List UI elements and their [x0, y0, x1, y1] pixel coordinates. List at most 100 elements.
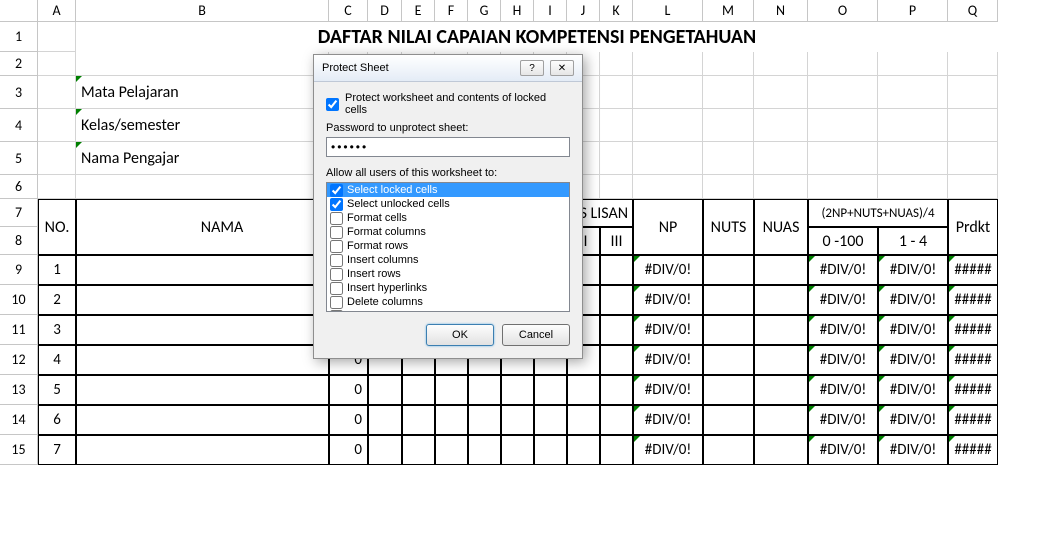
table-cell-calc[interactable]: #DIV/0! [878, 315, 948, 345]
permission-option[interactable]: Format cells [327, 211, 569, 225]
permission-option[interactable]: Delete rows [327, 309, 569, 312]
cell[interactable] [633, 109, 703, 142]
table-cell-no[interactable]: 2 [38, 285, 76, 315]
table-cell-np[interactable]: #DIV/0! [633, 315, 703, 345]
table-cell[interactable] [468, 405, 501, 435]
table-cell-calc[interactable]: #DIV/0! [878, 345, 948, 375]
table-cell[interactable] [600, 345, 633, 375]
table-cell-calc[interactable]: #DIV/0! [808, 375, 878, 405]
row-header[interactable]: 14 [0, 405, 38, 435]
table-cell[interactable] [368, 405, 402, 435]
permissions-list[interactable]: Select locked cellsSelect unlocked cells… [326, 182, 570, 312]
permission-option[interactable]: Format rows [327, 239, 569, 253]
column-header[interactable]: G [468, 0, 501, 22]
cell[interactable] [600, 52, 633, 76]
cell[interactable] [754, 142, 808, 175]
cell[interactable] [878, 142, 948, 175]
column-header[interactable]: P [878, 0, 948, 22]
permission-checkbox[interactable] [330, 226, 343, 239]
table-cell-prdkt[interactable]: ##### [948, 255, 998, 285]
table-cell-calc[interactable]: #DIV/0! [808, 405, 878, 435]
table-cell-prdkt[interactable]: ##### [948, 315, 998, 345]
cell[interactable] [948, 52, 998, 76]
table-cell[interactable] [754, 345, 808, 375]
table-cell[interactable] [501, 435, 534, 465]
cell[interactable] [808, 109, 878, 142]
table-cell-np[interactable]: #DIV/0! [633, 375, 703, 405]
cell[interactable] [878, 109, 948, 142]
table-cell-no[interactable]: 5 [38, 375, 76, 405]
table-cell-no[interactable]: 6 [38, 405, 76, 435]
cell[interactable] [38, 175, 76, 199]
permission-option[interactable]: Delete columns [327, 295, 569, 309]
cell[interactable] [754, 52, 808, 76]
cell[interactable] [600, 76, 633, 109]
table-cell-prdkt[interactable]: ##### [948, 405, 998, 435]
table-cell[interactable] [435, 435, 468, 465]
cell[interactable] [38, 142, 76, 175]
cell[interactable] [754, 76, 808, 109]
table-cell[interactable] [567, 375, 600, 405]
row-header[interactable]: 11 [0, 315, 38, 345]
cell[interactable] [703, 142, 754, 175]
cell[interactable] [38, 22, 76, 52]
table-cell-np[interactable]: #DIV/0! [633, 405, 703, 435]
row-header[interactable]: 15 [0, 435, 38, 465]
row-header[interactable]: 8 [0, 227, 38, 255]
table-cell[interactable] [600, 315, 633, 345]
cell[interactable] [38, 109, 76, 142]
table-cell[interactable] [534, 405, 567, 435]
table-cell[interactable] [468, 375, 501, 405]
table-cell-nama[interactable] [76, 375, 329, 405]
table-cell-calc[interactable]: #DIV/0! [808, 315, 878, 345]
cell[interactable] [633, 52, 703, 76]
table-cell-calc[interactable]: #DIV/0! [878, 255, 948, 285]
permission-checkbox[interactable] [330, 240, 343, 253]
column-header[interactable]: M [703, 0, 754, 22]
cell[interactable] [808, 142, 878, 175]
column-header[interactable]: I [534, 0, 567, 22]
table-cell-prdkt[interactable]: ##### [948, 375, 998, 405]
table-cell[interactable] [703, 375, 754, 405]
table-cell[interactable]: 0 [329, 405, 368, 435]
table-cell[interactable] [501, 375, 534, 405]
dialog-close-button[interactable]: ✕ [550, 60, 574, 76]
table-cell-nama[interactable] [76, 285, 329, 315]
cell[interactable] [878, 76, 948, 109]
column-header[interactable]: F [435, 0, 468, 22]
table-cell[interactable]: 0 [329, 375, 368, 405]
row-header[interactable]: 10 [0, 285, 38, 315]
row-header[interactable]: 9 [0, 255, 38, 285]
table-cell[interactable] [600, 255, 633, 285]
column-header[interactable]: A [38, 0, 76, 22]
table-cell-calc[interactable]: #DIV/0! [808, 435, 878, 465]
row-header[interactable]: 2 [0, 52, 38, 76]
table-cell-nama[interactable] [76, 405, 329, 435]
table-cell[interactable] [600, 285, 633, 315]
permission-checkbox[interactable] [330, 310, 343, 313]
permission-checkbox[interactable] [330, 254, 343, 267]
permission-option[interactable]: Insert rows [327, 267, 569, 281]
table-cell-np[interactable]: #DIV/0! [633, 345, 703, 375]
table-cell-nama[interactable] [76, 315, 329, 345]
table-cell-calc[interactable]: #DIV/0! [808, 285, 878, 315]
cell[interactable] [948, 142, 998, 175]
cell[interactable] [633, 76, 703, 109]
table-cell[interactable] [754, 435, 808, 465]
cell[interactable] [38, 76, 76, 109]
table-cell[interactable] [534, 435, 567, 465]
table-cell[interactable] [703, 255, 754, 285]
cell[interactable] [808, 52, 878, 76]
table-cell-prdkt[interactable]: ##### [948, 435, 998, 465]
cell[interactable] [600, 142, 633, 175]
cell[interactable] [600, 175, 633, 199]
cell[interactable] [633, 142, 703, 175]
cell[interactable] [703, 109, 754, 142]
table-cell[interactable] [703, 315, 754, 345]
column-header[interactable]: E [402, 0, 435, 22]
table-cell[interactable] [703, 345, 754, 375]
cell[interactable] [633, 175, 703, 199]
column-header[interactable]: Q [948, 0, 998, 22]
permission-option[interactable]: Select locked cells [327, 183, 569, 197]
table-cell-no[interactable]: 1 [38, 255, 76, 285]
